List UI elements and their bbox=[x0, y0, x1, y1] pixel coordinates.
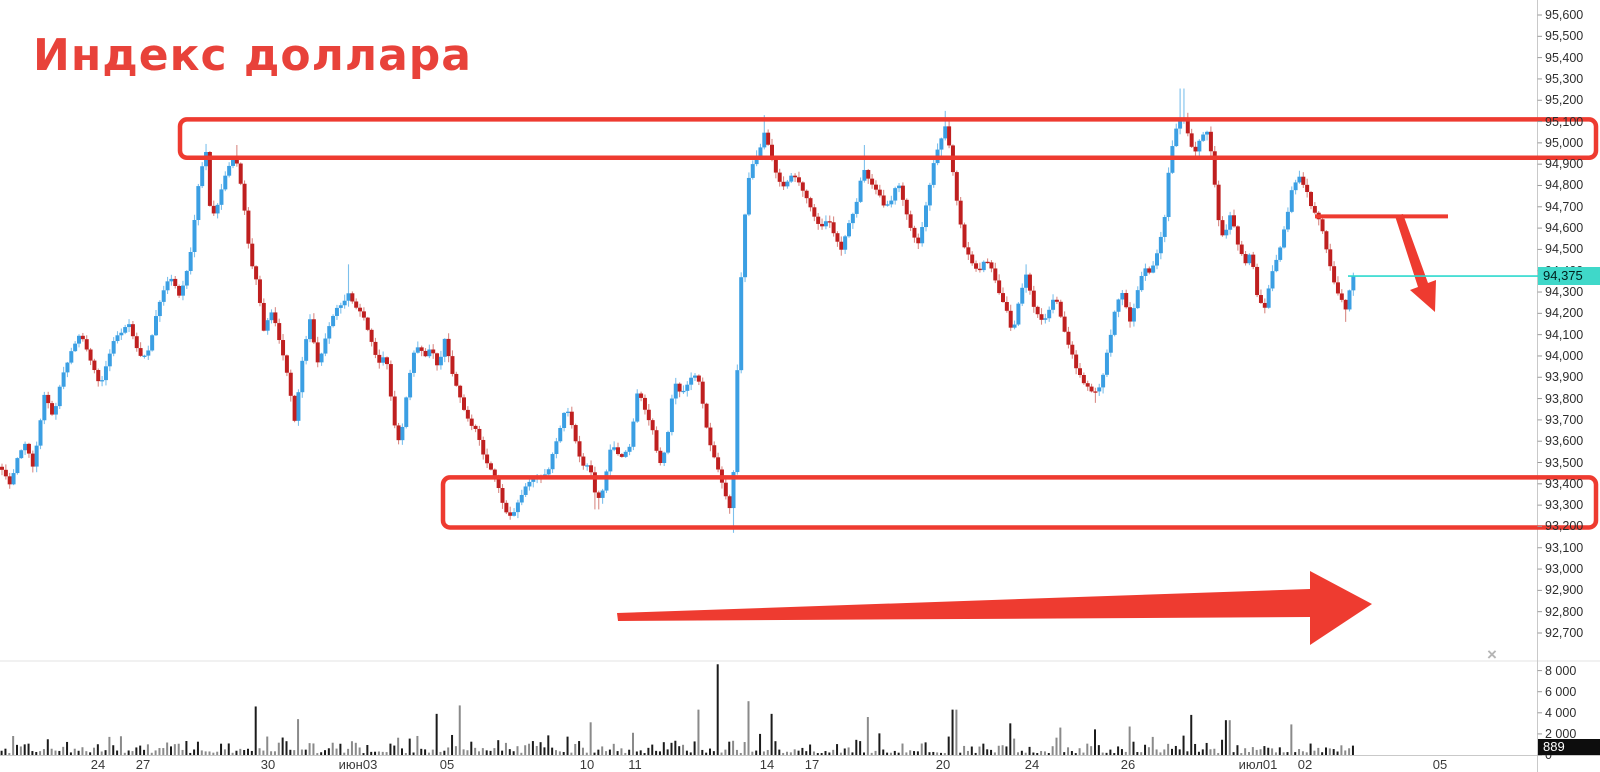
price-tick-label: 94,300 bbox=[1545, 285, 1584, 300]
price-tick-label: 93,000 bbox=[1545, 562, 1584, 577]
volume-tick-label: 6 000 bbox=[1545, 684, 1577, 699]
annotations bbox=[177, 117, 1600, 645]
date-tick-label: 24 bbox=[1024, 757, 1040, 772]
price-tick-label: 95,400 bbox=[1545, 50, 1584, 65]
price-tick-label: 94,500 bbox=[1545, 242, 1584, 257]
down-arrow bbox=[1395, 214, 1436, 312]
current-price-label: 94,375 bbox=[1538, 267, 1600, 286]
price-tick-label: 93,500 bbox=[1545, 455, 1584, 470]
volume-tick-label: 2 000 bbox=[1545, 726, 1577, 741]
price-tick-label: 94,100 bbox=[1545, 327, 1584, 342]
date-tick-label: 14 bbox=[759, 757, 775, 772]
price-tick-label: 93,400 bbox=[1545, 476, 1584, 491]
price-tick-label: 94,700 bbox=[1545, 199, 1584, 214]
price-tick-label: 95,500 bbox=[1545, 29, 1584, 44]
price-tick-label: 94,000 bbox=[1545, 348, 1584, 363]
date-tick-label: 05 bbox=[439, 757, 455, 772]
chart-title: Индекс доллара bbox=[33, 30, 472, 81]
price-tick-label: 92,800 bbox=[1545, 604, 1584, 619]
price-tick-label: 95,300 bbox=[1545, 71, 1584, 86]
candlestick-series bbox=[0, 88, 1356, 533]
price-tick-label: 93,900 bbox=[1545, 370, 1584, 385]
price-tick-label: 93,300 bbox=[1545, 498, 1584, 513]
price-tick-label: 93,100 bbox=[1545, 540, 1584, 555]
price-tick-label: 95,200 bbox=[1545, 93, 1584, 108]
price-tick-label: 92,900 bbox=[1545, 583, 1584, 598]
date-tick-label: июл01 bbox=[1238, 757, 1278, 772]
date-tick-label: 20 bbox=[935, 757, 951, 772]
date-tick-label: 30 bbox=[260, 757, 276, 772]
date-tick-label: 02 bbox=[1297, 757, 1313, 772]
price-tick-label: 93,800 bbox=[1545, 391, 1584, 406]
volume-series bbox=[0, 664, 1354, 755]
date-tick-label: 26 bbox=[1120, 757, 1136, 772]
price-tick-label: 93,700 bbox=[1545, 412, 1584, 427]
price-tick-label: 92,700 bbox=[1545, 625, 1584, 640]
price-tick-label: 93,600 bbox=[1545, 434, 1584, 449]
date-tick-label: 27 bbox=[135, 757, 151, 772]
volume-tick-label: 8 000 bbox=[1545, 663, 1577, 678]
date-tick-label: 05 bbox=[1432, 757, 1448, 772]
price-tick-label: 94,200 bbox=[1545, 306, 1584, 321]
date-tick-label: 17 bbox=[804, 757, 820, 772]
date-tick-label: 11 bbox=[628, 757, 642, 772]
date-tick-label: 10 bbox=[579, 757, 595, 772]
price-tick-label: 95,000 bbox=[1545, 135, 1584, 150]
price-tick-label: 95,600 bbox=[1545, 8, 1584, 22]
price-tick-label: 95,100 bbox=[1545, 114, 1584, 129]
big-right-arrow bbox=[617, 571, 1372, 645]
price-tick-label: 94,900 bbox=[1545, 157, 1584, 172]
date-tick-label: июн03 bbox=[338, 757, 378, 772]
volume-tick-label: 4 000 bbox=[1545, 705, 1577, 720]
resistance-zone-rect bbox=[177, 117, 1599, 161]
price-tick-label: 94,600 bbox=[1545, 221, 1584, 236]
volume-tick-label: 0 bbox=[1545, 748, 1552, 762]
support-zone-rect bbox=[440, 475, 1599, 530]
price-tick-label: 94,800 bbox=[1545, 178, 1584, 193]
close-volume-icon[interactable]: × bbox=[1487, 645, 1497, 664]
date-tick-label: 24 bbox=[90, 757, 106, 772]
current-volume-label: 889 bbox=[1538, 739, 1600, 755]
price-tick-label: 93,200 bbox=[1545, 519, 1584, 534]
